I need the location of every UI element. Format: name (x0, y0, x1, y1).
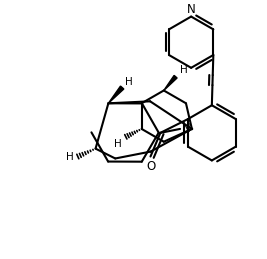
Text: H: H (66, 153, 74, 162)
Text: H: H (114, 139, 122, 149)
Polygon shape (164, 75, 177, 90)
Text: O: O (146, 161, 155, 174)
Polygon shape (108, 86, 124, 103)
Text: H: H (179, 65, 187, 75)
Text: H: H (125, 77, 133, 87)
Text: N: N (182, 123, 190, 135)
Text: N: N (187, 3, 195, 16)
